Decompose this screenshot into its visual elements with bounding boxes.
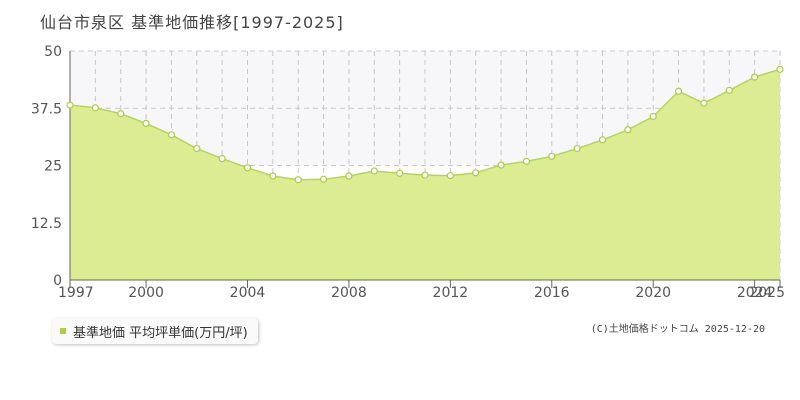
data-point xyxy=(674,87,683,95)
data-point xyxy=(446,171,454,180)
x-tick-label: 1997 xyxy=(58,285,94,301)
data-point xyxy=(700,99,708,107)
data-point xyxy=(598,136,607,144)
data-point xyxy=(370,167,378,175)
data-point xyxy=(573,144,581,153)
data-point xyxy=(522,157,531,165)
x-tick-label: 2000 xyxy=(128,285,164,301)
legend-label: 基準地価 平均坪単価(万円/坪) xyxy=(73,325,248,341)
data-point xyxy=(548,152,556,160)
data-point xyxy=(269,172,277,180)
y-tick-label: 37.5 xyxy=(31,101,62,117)
data-point xyxy=(725,86,733,94)
data-point xyxy=(649,112,657,121)
y-tick-label: 12.5 xyxy=(31,216,62,232)
data-point xyxy=(243,164,252,172)
data-point xyxy=(218,155,226,163)
x-tick-label: 2012 xyxy=(433,285,469,301)
data-point xyxy=(497,161,505,169)
data-point xyxy=(117,110,125,118)
chart-title: 仙台市泉区 基準地価推移[1997-2025] xyxy=(40,13,344,32)
data-point xyxy=(345,172,353,180)
copyright-text: (C)土地価格ドットコム 2025-12-20 xyxy=(590,324,765,335)
x-tick-label: 2020 xyxy=(635,285,671,301)
x-tick-label: 2024 xyxy=(737,285,773,301)
data-point xyxy=(167,131,176,139)
data-point xyxy=(751,73,759,81)
data-point xyxy=(319,175,328,183)
legend: 基準地価 平均坪単価(万円/坪) xyxy=(52,318,258,344)
x-tick-label: 2004 xyxy=(230,285,266,301)
x-tick-label: 2016 xyxy=(534,285,570,301)
data-point xyxy=(472,169,480,177)
y-tick-label: 25 xyxy=(44,159,62,175)
data-point xyxy=(776,65,784,73)
y-tick-label: 50 xyxy=(44,44,62,60)
data-point xyxy=(142,119,150,127)
series-area xyxy=(70,69,780,280)
data-point xyxy=(91,104,99,112)
data-point xyxy=(421,171,429,179)
data-point xyxy=(193,144,201,153)
x-tick-label: 2008 xyxy=(331,285,367,301)
legend-swatch-icon xyxy=(60,328,66,334)
data-point xyxy=(624,126,632,134)
data-point xyxy=(294,176,302,184)
data-point xyxy=(396,169,404,177)
y-tick-label: 0 xyxy=(53,273,62,289)
x-tick-label: 2025 xyxy=(749,285,785,301)
data-point xyxy=(66,101,74,109)
